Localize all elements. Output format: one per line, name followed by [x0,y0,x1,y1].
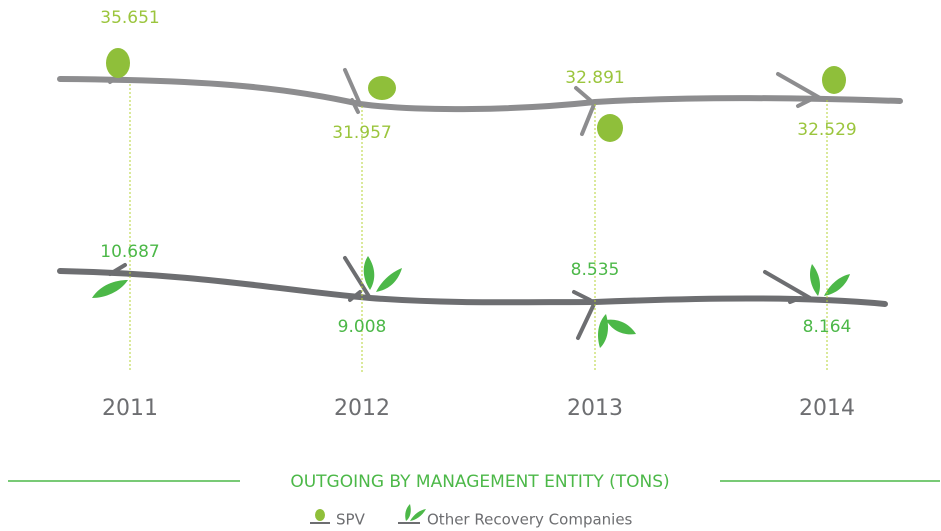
value-label: 35.651 [100,8,159,28]
year-label: 2014 [799,396,855,421]
twigs-bottom [108,256,812,340]
fruit [106,48,130,78]
year-label: 2011 [102,396,158,421]
fruits [106,48,846,142]
twigs-top [108,68,822,136]
leaves [92,256,850,348]
leaf [92,280,128,298]
fruit [822,66,846,94]
branch-top [57,76,903,113]
value-label: 8.164 [803,317,852,337]
branches [57,68,903,340]
branch-bottom [57,268,888,307]
labels: 2011 2012 2013 2014 35.651 31.957 32.891 32.529… [100,8,856,421]
value-label: 10.687 [100,242,159,262]
legend-icon-leaf [405,504,426,521]
value-label: 32.529 [797,120,856,140]
year-label: 2012 [334,396,390,421]
legend-label: SPV [336,511,366,529]
leaf [363,256,402,292]
fruit [368,76,396,100]
value-label: 32.891 [565,68,624,88]
leaf [598,314,636,348]
year-label: 2013 [567,396,623,421]
title: OUTGOING BY MANAGEMENT ENTITY (TONS) [290,472,669,492]
legend-icon-spv [315,509,325,521]
value-label: 31.957 [332,123,391,143]
value-label: 8.535 [571,260,620,280]
leaf [810,264,850,296]
guides [129,84,828,372]
legend-label: Other Recovery Companies [427,511,633,529]
value-label: 9.008 [338,317,387,337]
fruit [597,114,623,142]
